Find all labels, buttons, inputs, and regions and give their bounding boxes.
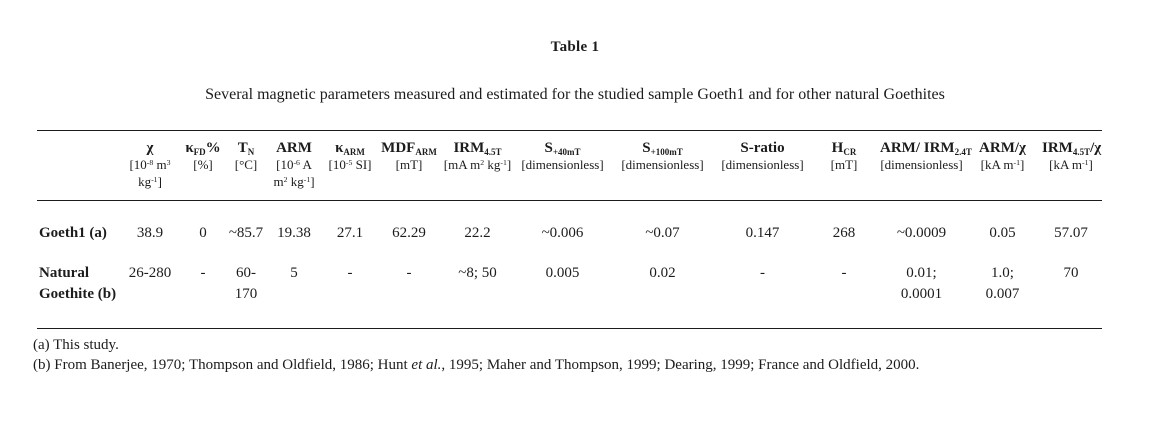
column-header-chi: χ [10-8 m3 kg-1] [120, 131, 180, 201]
column-header-s40mt: S+40mT [dimensionless] [515, 131, 610, 201]
column-units: [10-6 A m2 kg-1] [273, 157, 315, 190]
table-caption: Several magnetic parameters measured and… [205, 86, 945, 103]
footnote-b: (b) From Banerjee, 1970; Thompson and Ol… [33, 357, 920, 373]
data-cell: ~0.07 [645, 225, 680, 242]
data-cell: 0.05 [989, 225, 1016, 242]
column-header-karm: κARM [10-5 SI] [322, 131, 378, 201]
data-cell: - [406, 265, 412, 282]
footnotes-block: (a) This study. (b) From Banerjee, 1970;… [33, 335, 919, 375]
data-cell: 70 [1063, 265, 1079, 282]
data-cell: 60- 170 [234, 265, 258, 302]
column-header-arm-chi: ARM/χ [kA m-1] [965, 131, 1040, 201]
row-label: Goeth1 (a) [39, 225, 107, 242]
column-header-s100mt: S+100mT [dimensionless] [610, 131, 715, 201]
row-label: Natural Goethite (b) [39, 265, 117, 302]
column-units: [dimensionless] [721, 157, 804, 173]
column-header-tn: TN [°C] [226, 131, 266, 201]
data-cell: ~85.7 [228, 225, 264, 242]
data-cell: 27.1 [336, 225, 364, 242]
data-cell: 19.38 [277, 225, 311, 242]
data-cell: 0.01; 0.0001 [900, 265, 943, 302]
data-cell: 0.147 [745, 225, 780, 242]
data-cell: - [200, 265, 206, 282]
column-symbol: IRM4.5T [453, 140, 502, 157]
column-header-arm-irm: ARM/ IRM2.4T [dimensionless] [878, 131, 972, 201]
data-cell: 1.0; 0.007 [985, 265, 1020, 302]
column-header-kfd: κFD% [%] [180, 131, 226, 201]
data-cell: - [347, 265, 353, 282]
header-row: χ [10-8 m3 kg-1] κFD% [%] TN [°C] ARM [1… [37, 130, 1102, 201]
table-row-natural-goethite: Natural Goethite (b) 26-280 - 60- 170 5 … [37, 253, 1102, 328]
column-symbol: HCR [831, 140, 857, 157]
footnote-a: (a) This study. [33, 337, 119, 353]
column-units: [kA m-1] [1049, 157, 1093, 173]
data-cell: 57.07 [1054, 225, 1088, 242]
table-title: Table 1 [550, 39, 600, 55]
column-header-irm-chi: IRM4.5T/χ [kA m-1] [1040, 131, 1102, 201]
column-symbol: S+40mT [544, 140, 581, 157]
column-symbol: χ [146, 140, 154, 156]
column-symbol: IRM4.5T/χ [1042, 140, 1102, 157]
data-cell: 22.2 [464, 225, 491, 242]
data-cell: 0.005 [545, 265, 580, 282]
column-symbol: S-ratio [740, 140, 785, 156]
column-symbol: TN [237, 140, 255, 157]
column-symbol: ARM/ IRM2.4T [880, 140, 972, 157]
column-units: [10-8 m3 kg-1] [129, 157, 171, 190]
data-cell: 5 [290, 265, 298, 282]
column-units: [dimensionless] [521, 157, 604, 173]
column-units: [10-5 SI] [328, 157, 372, 173]
data-cell: 0.02 [649, 265, 676, 282]
data-cell: ~0.006 [541, 225, 584, 242]
column-symbol: ARM [276, 140, 312, 156]
column-symbol: κARM [335, 140, 365, 157]
column-symbol: MDFARM [381, 140, 437, 157]
data-cell: ~0.0009 [896, 225, 947, 242]
data-cell: 268 [832, 225, 856, 242]
column-header-arm: ARM [10-6 A m2 kg-1] [266, 131, 322, 201]
column-units: [dimensionless] [621, 157, 704, 173]
data-cell: - [841, 265, 847, 282]
data-cell: 38.9 [136, 225, 164, 242]
column-symbol: κFD% [185, 140, 221, 157]
column-header-hcr: HCR [mT] [810, 131, 878, 201]
header-empty-cell [37, 131, 120, 201]
column-units: [mA m2 kg-1] [443, 157, 512, 173]
data-cell: 0 [199, 225, 207, 242]
column-units: [kA m-1] [980, 157, 1025, 173]
column-symbol: S+100mT [642, 140, 683, 157]
column-units: [%] [193, 157, 213, 173]
column-units: [°C] [234, 157, 258, 173]
magnetic-parameters-table: χ [10-8 m3 kg-1] κFD% [%] TN [°C] ARM [1… [37, 130, 1102, 329]
table-row-goeth1: Goeth1 (a) 38.9 0 ~85.7 19.38 27.1 62.29… [37, 201, 1102, 254]
data-cell: ~8; 50 [458, 265, 497, 282]
column-units: [dimensionless] [880, 157, 963, 173]
column-header-mdfarm: MDFARM [mT] [378, 131, 440, 201]
data-cell: 26-280 [128, 265, 172, 282]
column-units: [mT] [395, 157, 423, 173]
column-symbol: ARM/χ [979, 140, 1026, 156]
data-cell: 62.29 [392, 225, 426, 242]
column-header-irm45t: IRM4.5T [mA m2 kg-1] [440, 131, 515, 201]
column-header-sratio: S-ratio [dimensionless] [715, 131, 810, 201]
column-units: [mT] [830, 157, 858, 173]
data-cell: - [760, 265, 765, 282]
